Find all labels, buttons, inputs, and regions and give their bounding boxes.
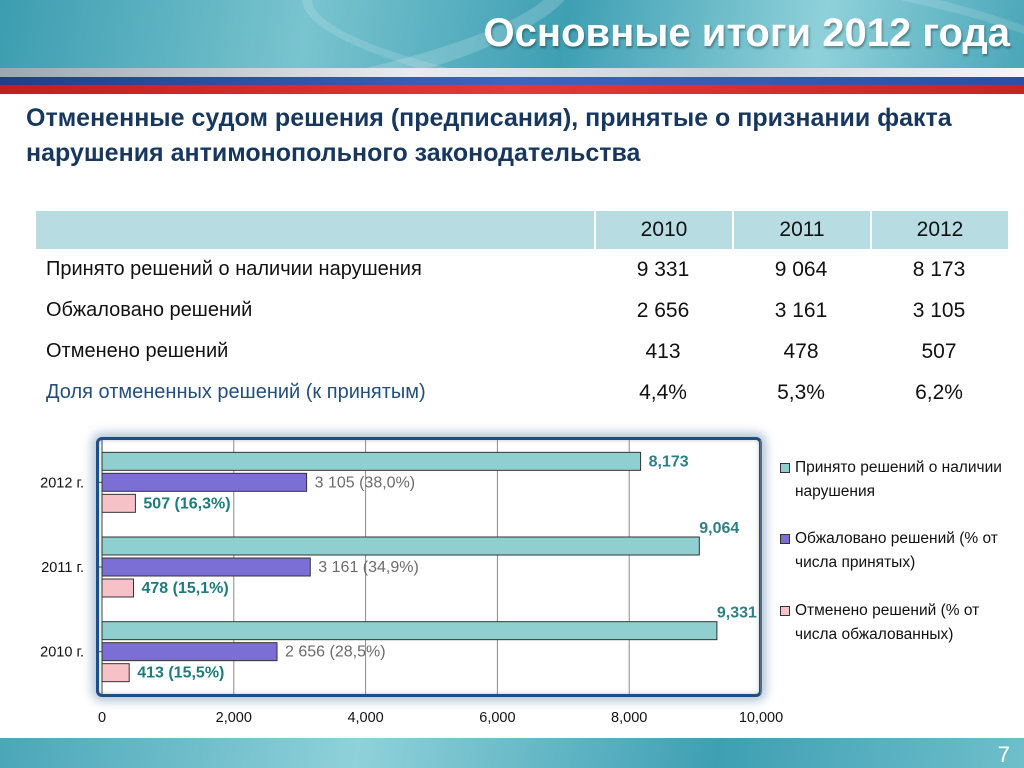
cell-value: 9 331 (636, 257, 690, 281)
table-header-row: 2010 2011 2012 (36, 211, 1008, 249)
table-row: Отменено решений 413 478 507 (36, 331, 1008, 372)
legend-label: Принято решений о наличии нарушения (795, 459, 1002, 500)
chart-legend: Принято решений о наличии нарушения Обжа… (776, 456, 1016, 646)
table-row: Принято решений о наличии нарушения 9 33… (36, 249, 1008, 290)
legend-swatch (780, 534, 790, 544)
legend-label: Отменено решений (% от числа обжалованны… (795, 602, 980, 643)
legend-swatch (780, 463, 790, 473)
cell-value: 507 (921, 339, 957, 363)
row-label: Принято решений о наличии нарушения (46, 258, 422, 280)
legend-item: Отменено решений (% от числа обжалованны… (776, 599, 1016, 646)
white-stripe (0, 68, 1024, 77)
table-row: Обжаловано решений 2 656 3 161 3 105 (36, 290, 1008, 331)
cell-value: 5,3% (777, 380, 825, 404)
x-tick-label: 6,000 (479, 710, 515, 726)
legend-label: Обжаловано решений (% от числа принятых) (795, 530, 998, 571)
x-tick-label: 10,000 (739, 710, 783, 726)
legend-item: Принято решений о наличии нарушения (776, 456, 1016, 503)
cell-value: 6,2% (915, 380, 963, 404)
legend-item: Обжаловано решений (% от числа принятых) (776, 527, 1016, 574)
results-table: 2010 2011 2012 Принято решений о наличии… (36, 211, 1008, 413)
slide-subtitle: Отмененные судом решения (предписания), … (26, 104, 952, 167)
table-header-year: 2011 (732, 211, 870, 249)
cell-value: 3 105 (912, 298, 966, 322)
y-tick-label: 2012 г. (40, 475, 84, 491)
footer-band (0, 738, 1024, 768)
row-label: Доля отмененных решений (к принятым) (46, 381, 426, 403)
x-tick-label: 2,000 (216, 710, 252, 726)
cell-value: 8 173 (912, 257, 966, 281)
table-header-year: 2010 (594, 211, 732, 249)
y-tick-label: 2010 г. (40, 645, 84, 661)
cell-value: 9 064 (774, 257, 828, 281)
y-tick-label: 2011 г. (41, 560, 84, 576)
row-label: Отменено решений (46, 340, 229, 362)
x-tick-label: 8,000 (611, 710, 647, 726)
row-label: Обжаловано решений (46, 299, 253, 321)
header-banner (0, 0, 1024, 68)
table-row: Доля отмененных решений (к принятым) 4,4… (36, 372, 1008, 413)
x-tick-label: 0 (98, 710, 106, 726)
chart-frame (96, 437, 762, 697)
slide-title: Основные итоги 2012 года (483, 11, 1010, 55)
x-tick-label: 4,000 (347, 710, 383, 726)
cell-value: 3 161 (774, 298, 828, 322)
cell-value: 2 656 (636, 298, 690, 322)
blue-stripe (0, 77, 1024, 85)
cell-value: 478 (783, 339, 819, 363)
cell-value: 4,4% (639, 380, 687, 404)
page-number: 7 (997, 742, 1010, 767)
legend-swatch (780, 606, 790, 616)
tricolor-stripes (0, 68, 1024, 94)
table-header-year: 2012 (870, 211, 1008, 249)
cell-value: 413 (645, 339, 681, 363)
red-stripe (0, 85, 1024, 94)
